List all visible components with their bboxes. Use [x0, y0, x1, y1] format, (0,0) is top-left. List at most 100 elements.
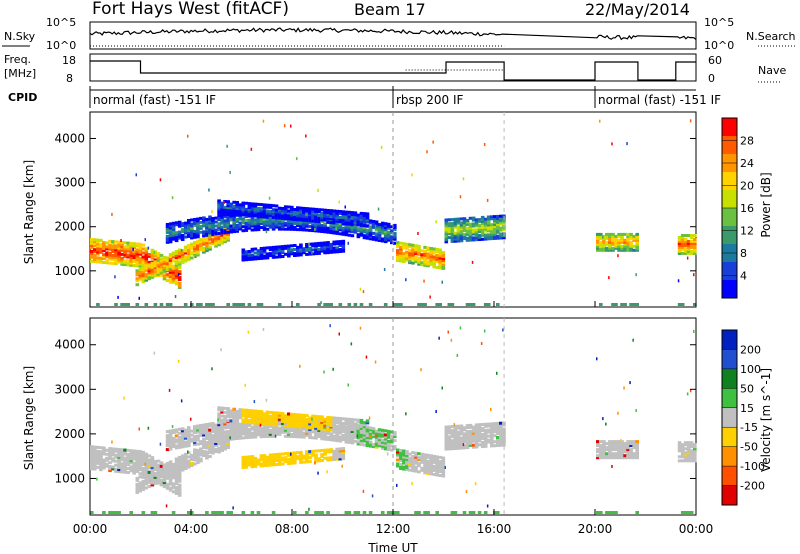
- echo-cell: [314, 207, 318, 211]
- echo-cell: [493, 231, 497, 234]
- echo-cell: [180, 466, 185, 470]
- echo-cell: [168, 230, 173, 234]
- echo-cell: [277, 415, 282, 419]
- echo-cell: [383, 232, 388, 236]
- echo-cell: [214, 236, 218, 240]
- echo-cell: [250, 218, 255, 222]
- noise-cell: [229, 436, 231, 440]
- echo-cell: [474, 238, 479, 242]
- echo-cell: [96, 246, 100, 250]
- echo-cell: [250, 455, 255, 459]
- echo-cell: [265, 205, 270, 209]
- echo-cell: [271, 413, 276, 417]
- echo-cell: [496, 438, 500, 441]
- echo-cell: [390, 444, 394, 448]
- echo-cell: [447, 425, 452, 429]
- echo-cell: [447, 222, 452, 226]
- echo-cell: [283, 414, 288, 418]
- echo-cell: [383, 443, 388, 447]
- ground-cell: [680, 511, 685, 514]
- echo-cell: [96, 455, 100, 459]
- echo-cell: [238, 432, 243, 436]
- ground-cell: [362, 511, 367, 514]
- echo-cell: [271, 453, 276, 457]
- echo-cell: [296, 253, 300, 257]
- echo-cell: [438, 470, 442, 473]
- echo-cell: [217, 450, 221, 454]
- echo-cell: [271, 419, 276, 423]
- echo-cell: [305, 429, 309, 433]
- echo-cell: [420, 454, 424, 458]
- echo-cell: [450, 226, 455, 229]
- noise-cell: [632, 338, 634, 342]
- echo-cell: [299, 429, 303, 433]
- echo-cell: [141, 272, 146, 276]
- echo-cell: [159, 259, 164, 263]
- echo-cell: [253, 202, 258, 206]
- echo-cell: [253, 409, 258, 413]
- echo-cell: [299, 431, 303, 435]
- echo-cell: [496, 222, 500, 226]
- echo-cell: [223, 430, 227, 434]
- echo-cell: [229, 411, 233, 415]
- echo-cell: [465, 222, 470, 226]
- echo-cell: [235, 437, 239, 440]
- noise-cell: [147, 426, 150, 430]
- echo-cell: [174, 490, 179, 493]
- echo-cell: [365, 216, 370, 220]
- echo-cell: [623, 242, 627, 246]
- echo-cell: [599, 456, 603, 460]
- echo-cell: [602, 446, 606, 450]
- echo-cell: [262, 414, 267, 418]
- echo-cell: [417, 456, 421, 460]
- echo-cell: [490, 440, 494, 444]
- echo-cell: [141, 452, 146, 456]
- echo-cell: [429, 260, 433, 264]
- ground-cell: [317, 303, 321, 306]
- echo-cell: [180, 431, 185, 435]
- echo-cell: [193, 243, 197, 247]
- echo-cell: [123, 464, 127, 468]
- echo-cell: [205, 237, 209, 241]
- echo-cell: [477, 433, 482, 437]
- echo-cell: [165, 238, 170, 242]
- echo-cell: [429, 460, 433, 464]
- echo-cell: [341, 455, 346, 459]
- echo-cell: [259, 414, 264, 418]
- echo-cell: [193, 220, 197, 223]
- echo-cell: [229, 202, 233, 206]
- echo-cell: [380, 438, 385, 442]
- echo-cell: [399, 241, 403, 245]
- echo-cell: [174, 276, 179, 280]
- echo-cell: [93, 451, 97, 455]
- echo-cell: [411, 247, 415, 251]
- echo-cell: [199, 447, 203, 451]
- ground-cell: [620, 303, 624, 306]
- echo-cell: [326, 450, 330, 454]
- echo-cell: [438, 248, 442, 252]
- echo-cell: [499, 429, 503, 433]
- echo-cell: [132, 463, 136, 467]
- echo-cell: [111, 250, 115, 253]
- echo-cell: [168, 280, 173, 284]
- echo-cell: [605, 234, 609, 238]
- echo-cell: [483, 442, 488, 446]
- echo-cell: [135, 488, 140, 492]
- echo-cell: [350, 221, 355, 224]
- echo-cell: [126, 261, 130, 265]
- echo-cell: [308, 252, 312, 256]
- echo-cell: [368, 225, 373, 229]
- echo-cell: [459, 428, 464, 432]
- echo-cell: [129, 255, 133, 259]
- echo-cell: [183, 249, 188, 253]
- echo-cell: [305, 247, 309, 250]
- echo-cell: [499, 433, 503, 437]
- echo-cell: [477, 228, 482, 232]
- echo-cell: [605, 448, 609, 452]
- echo-cell: [214, 442, 218, 445]
- colorbar-tick-label: 8: [740, 247, 747, 260]
- echo-cell: [377, 436, 382, 440]
- echo-cell: [190, 458, 194, 461]
- echo-cell: [165, 486, 170, 490]
- echo-cell: [205, 245, 209, 249]
